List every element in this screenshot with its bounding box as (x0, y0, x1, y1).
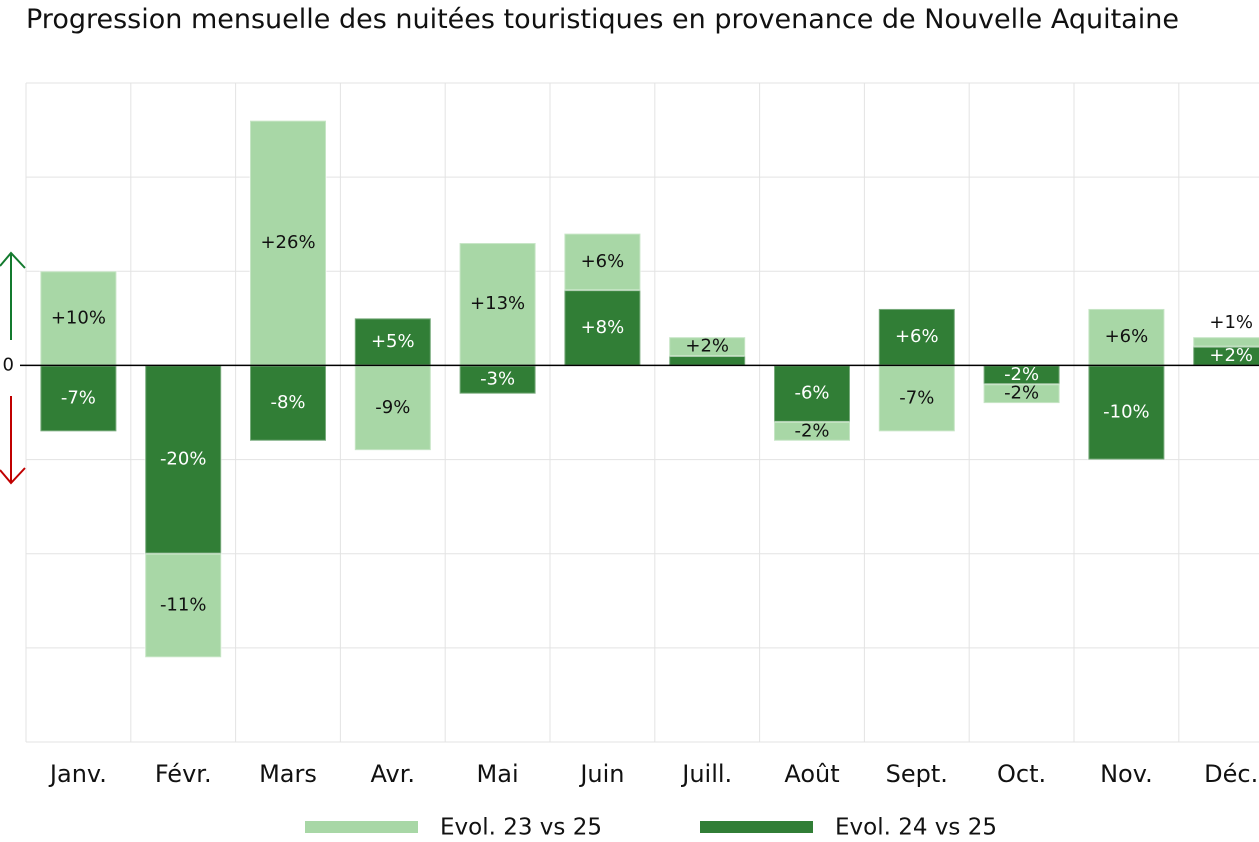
bar (249, 119, 327, 367)
x-tick-label: Août (784, 760, 839, 788)
data-label: -2% (794, 420, 829, 441)
data-label: -8% (270, 392, 305, 413)
bar (39, 364, 118, 433)
x-tick-label: Sept. (886, 760, 948, 788)
data-label: +5% (371, 331, 415, 352)
data-label: -10% (1103, 402, 1150, 423)
data-label: -20% (160, 449, 207, 470)
bar (1087, 364, 1166, 461)
bar (353, 364, 432, 452)
legend-swatch (305, 821, 418, 833)
data-label: +10% (51, 307, 106, 328)
data-label: -6% (794, 383, 829, 404)
legend-label: Evol. 24 vs 25 (835, 815, 997, 841)
bar (458, 242, 537, 367)
data-label: -7% (899, 387, 934, 408)
bar (773, 420, 851, 442)
x-tick-label: Juill. (680, 760, 732, 788)
chart-title: Progression mensuelle des nuitées touris… (26, 4, 1179, 35)
bar (144, 552, 223, 659)
x-tick-label: Avr. (371, 760, 416, 788)
x-tick-label: Mars (259, 760, 317, 788)
data-label: -9% (375, 397, 410, 418)
bar (773, 364, 851, 423)
up-arrow (0, 251, 26, 340)
data-label: -11% (160, 594, 207, 615)
data-label: -2% (1004, 383, 1039, 404)
bar (353, 317, 432, 367)
down-arrow (0, 396, 26, 485)
bar (458, 364, 537, 395)
data-label: -3% (480, 369, 515, 390)
y-tick-label: 0 (3, 354, 14, 375)
bar (1192, 336, 1259, 348)
data-label: +6% (895, 326, 939, 347)
legend-swatch (700, 821, 813, 833)
x-tick-label: Nov. (1100, 760, 1153, 788)
x-tick-label: Mai (477, 760, 519, 788)
x-tick-label: Oct. (997, 760, 1046, 788)
data-label: +1% (1209, 312, 1253, 333)
data-label: +6% (1105, 326, 1149, 347)
x-tick-label: Févr. (155, 760, 212, 788)
bar (982, 383, 1061, 405)
legend-label: Evol. 23 vs 25 (440, 815, 602, 841)
data-label: -2% (1004, 364, 1039, 385)
bar (563, 232, 642, 292)
x-tick-label: Janv. (48, 760, 107, 788)
bar (668, 355, 747, 367)
bar (668, 336, 747, 358)
bar (1087, 307, 1166, 367)
bar (877, 364, 956, 433)
x-tick-label: Déc. (1204, 760, 1258, 788)
bar (39, 270, 118, 367)
data-label: -7% (61, 387, 96, 408)
data-label: +8% (581, 317, 625, 338)
data-label: +26% (260, 232, 315, 253)
x-tick-label: Juin (578, 760, 624, 788)
data-label: +2% (685, 336, 729, 357)
data-label: +2% (1209, 345, 1253, 366)
data-label: +6% (581, 251, 625, 272)
data-label: +13% (470, 293, 525, 314)
